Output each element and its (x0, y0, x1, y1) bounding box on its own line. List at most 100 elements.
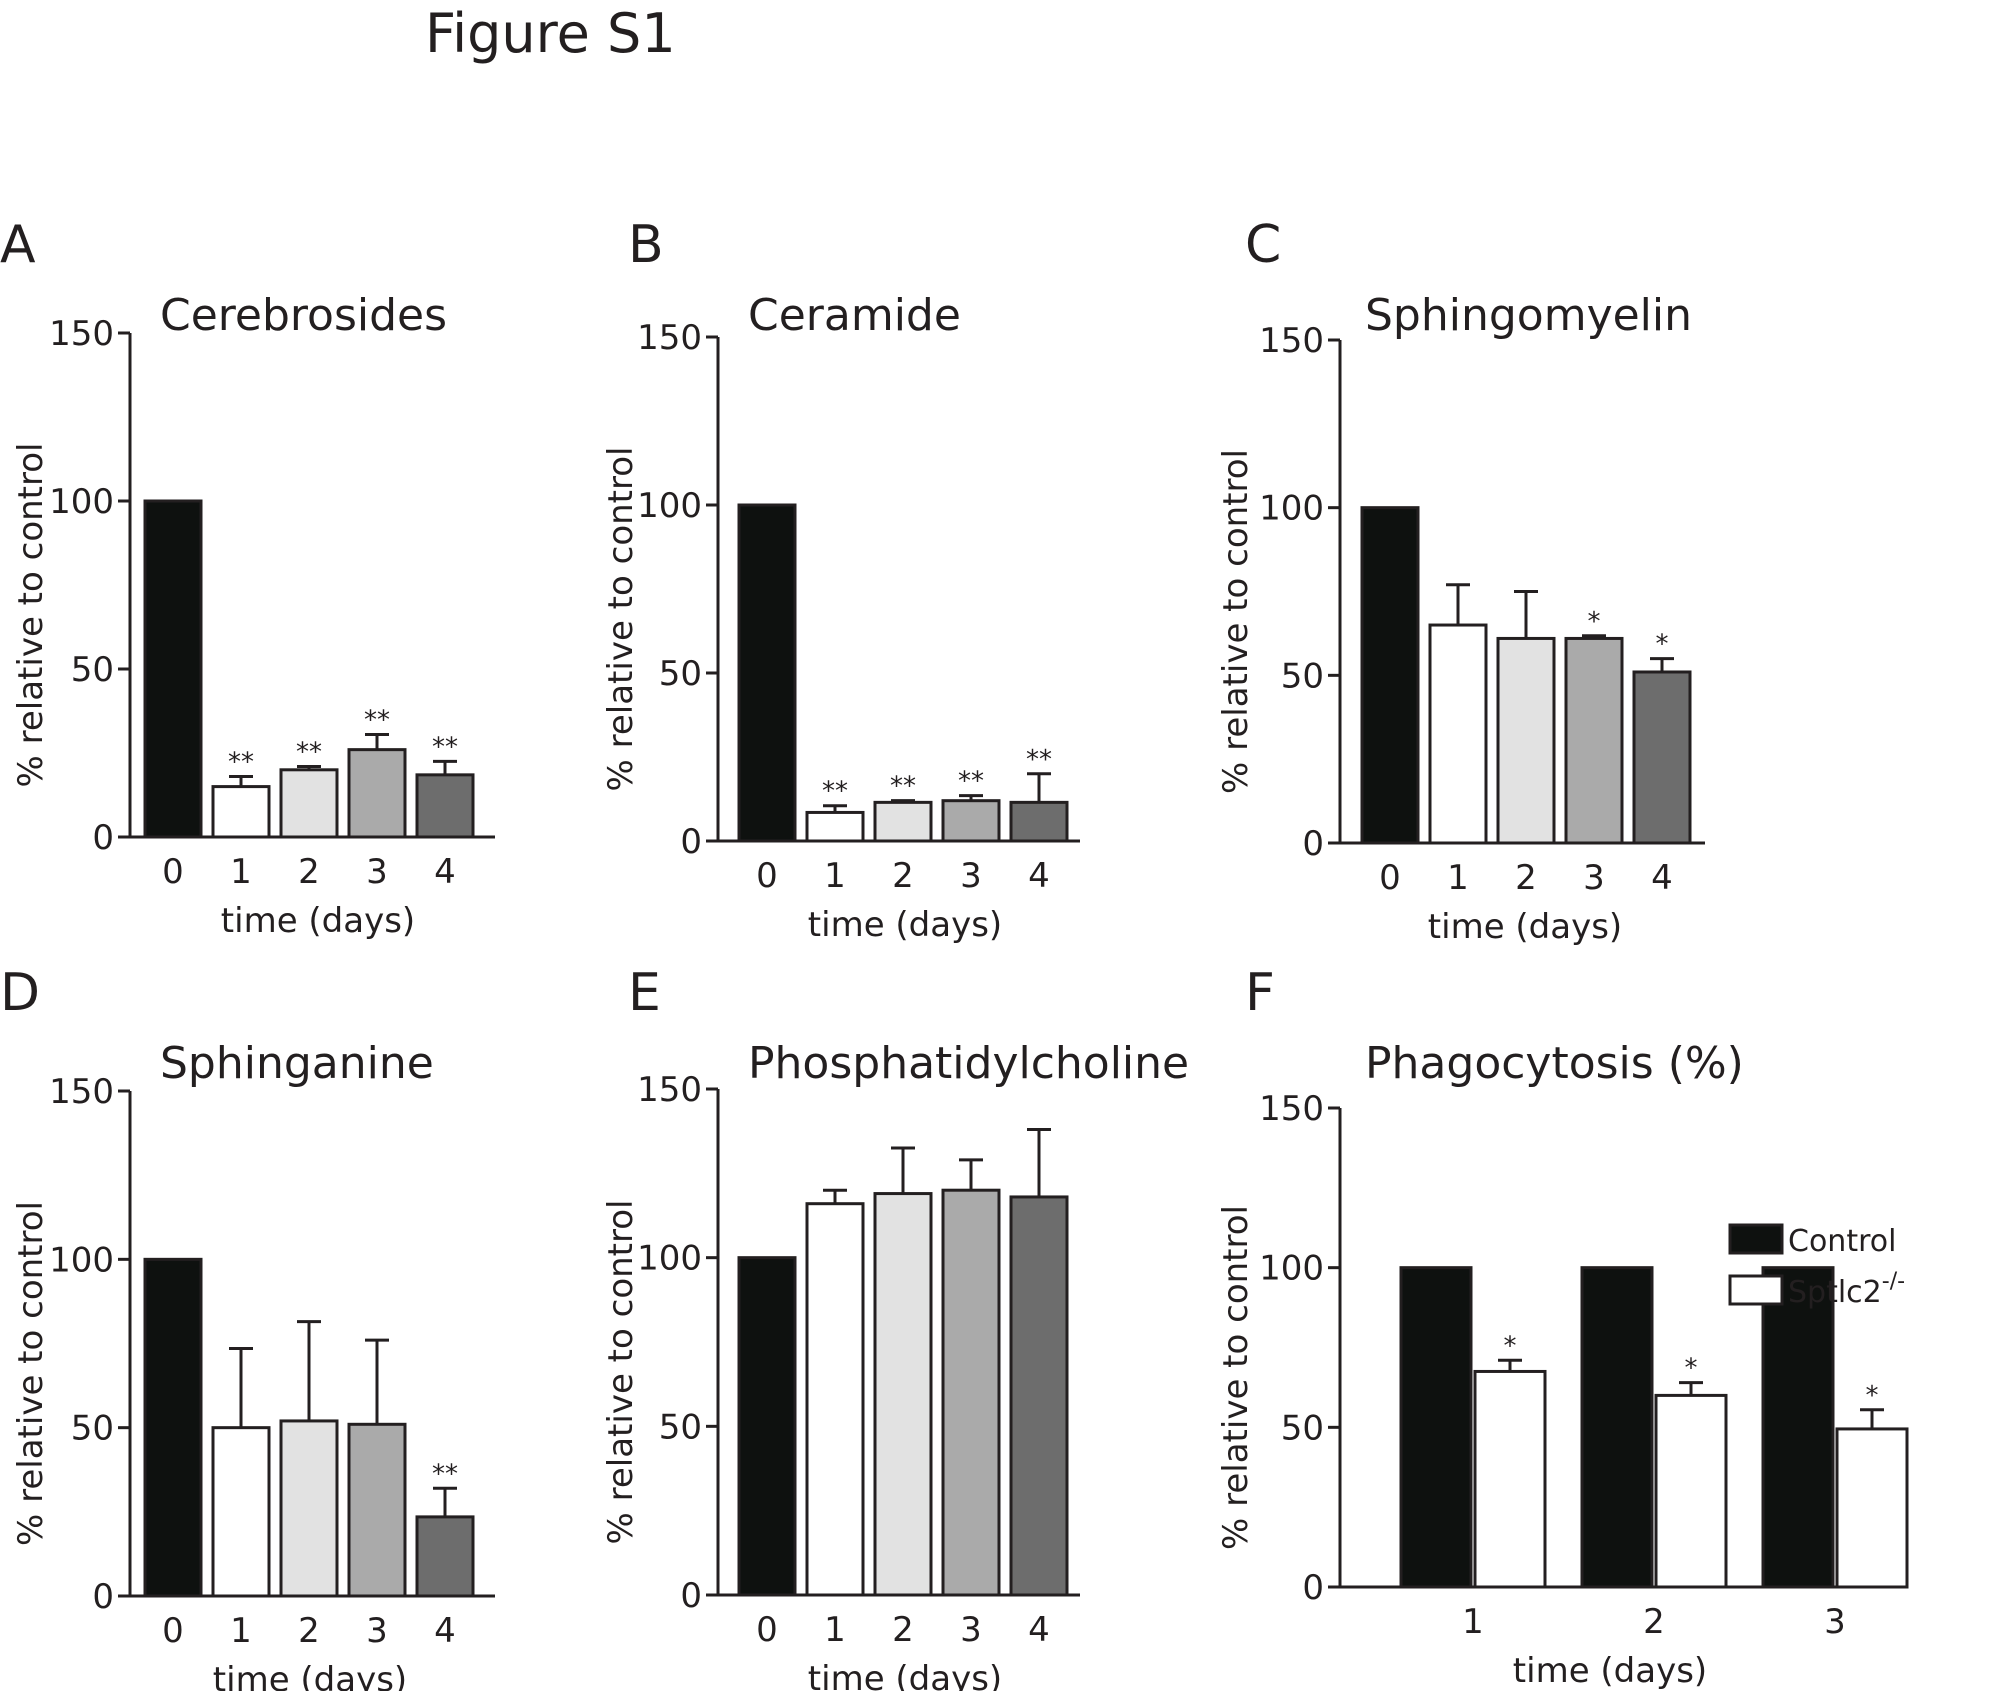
legend: Control Sptlc2-/- (1728, 1223, 1905, 1310)
x-tick-label: 3 (960, 1610, 982, 1650)
significance-label: ** (296, 737, 322, 767)
x-tick-label: 0 (162, 852, 184, 892)
chart-title: Sphingomyelin (1365, 290, 1692, 341)
x-axis-label: time (days) (213, 1660, 407, 1691)
bar-day-3 (1564, 636, 1624, 845)
x-axis-label: time (days) (808, 905, 1002, 945)
y-tick-label: 150 (1259, 1089, 1324, 1129)
bar-day-2 (1496, 636, 1556, 845)
x-tick-label: 4 (1651, 858, 1673, 898)
x-tick-label: 2 (1643, 1602, 1665, 1642)
significance-label: * (1656, 630, 1669, 660)
y-tick-label: 0 (1302, 824, 1324, 864)
y-tick-label: 150 (49, 1072, 114, 1112)
y-tick-label: 50 (71, 650, 114, 690)
panel-letter: E (628, 963, 661, 1023)
panel-letter: C (1245, 215, 1281, 275)
bar-day-0 (737, 1256, 797, 1597)
x-tick-label: 2 (298, 1611, 320, 1651)
bar-day-3 (347, 748, 407, 839)
x-tick-label: 2 (892, 856, 914, 896)
y-tick-label: 100 (1259, 489, 1324, 529)
y-tick-label: 100 (637, 486, 702, 526)
bar-control-day-3 (1761, 1266, 1835, 1589)
y-tick-label: 50 (1281, 656, 1324, 696)
y-tick-label: 100 (49, 482, 114, 522)
bar-day-2 (279, 1419, 339, 1598)
x-tick-label: 1 (824, 1610, 846, 1650)
chart-title: Ceramide (748, 290, 961, 341)
bar-day-2 (279, 768, 339, 839)
chart-title: Phagocytosis (%) (1365, 1038, 1744, 1089)
y-tick-label: 150 (637, 318, 702, 358)
significance-label: * (1504, 1331, 1517, 1361)
significance-label: ** (1026, 745, 1052, 775)
bar-day-3 (347, 1422, 407, 1598)
bar-day-1 (1428, 623, 1488, 845)
bar-day-1 (211, 785, 271, 839)
bar-control-day-1 (1399, 1266, 1473, 1589)
bar-day-2 (873, 1192, 933, 1597)
bar-sptlc2-day-1 (1473, 1369, 1547, 1589)
y-tick-label: 0 (680, 822, 702, 862)
significance-label: ** (432, 1459, 458, 1489)
y-axis-label: % relative to control (1216, 449, 1256, 794)
x-tick-label: 2 (298, 852, 320, 892)
x-tick-label: 1 (1462, 1602, 1484, 1642)
x-tick-label: 4 (434, 1611, 456, 1651)
significance-label: ** (890, 772, 916, 802)
bar-day-4 (1009, 800, 1069, 843)
legend-label-sptlc2: Sptlc2-/- (1788, 1269, 1905, 1310)
significance-label: ** (822, 777, 848, 807)
x-axis-label: time (days) (221, 901, 415, 941)
y-tick-label: 150 (637, 1070, 702, 1110)
chart-panel-d: D Sphinganine 0 50 100 150 % relative to contr… (0, 963, 495, 1691)
y-tick-label: 50 (1281, 1408, 1324, 1448)
y-tick-label: 0 (1302, 1568, 1324, 1608)
bar-day-2 (873, 800, 933, 843)
legend-swatch-sptlc2 (1728, 1274, 1784, 1306)
bar-sptlc2-day-3 (1835, 1427, 1909, 1589)
bar-day-1 (211, 1426, 271, 1598)
chart-panel-b: B Ceramide 0 50 100 150 % relative to control t… (601, 215, 1080, 945)
bar-day-1 (805, 810, 865, 843)
y-tick-label: 150 (1259, 321, 1324, 361)
bar-day-0 (1360, 506, 1420, 845)
x-tick-label: 2 (892, 1610, 914, 1650)
y-axis-label: % relative to control (601, 447, 641, 792)
x-axis-label: time (days) (1513, 1651, 1707, 1691)
x-tick-label: 1 (230, 1611, 252, 1651)
chart-title: Sphinganine (160, 1038, 434, 1089)
x-tick-label: 0 (756, 856, 778, 896)
legend-swatch-control (1728, 1223, 1784, 1255)
y-tick-label: 0 (92, 1577, 114, 1617)
x-tick-label: 0 (1379, 858, 1401, 898)
panel-letter: D (0, 963, 40, 1023)
chart-panel-f: F Phagocytosis (%) 0 50 100 150 % relative to … (1216, 963, 1909, 1691)
bar-day-1 (805, 1202, 865, 1597)
bar-day-3 (941, 1188, 1001, 1597)
significance-label: ** (228, 748, 254, 778)
panel-letter: F (1245, 963, 1275, 1023)
x-tick-label: 1 (1447, 858, 1469, 898)
x-axis-label: time (days) (808, 1659, 1002, 1691)
chart-title: Cerebrosides (160, 290, 447, 341)
x-tick-label: 3 (960, 856, 982, 896)
x-tick-label: 4 (434, 852, 456, 892)
chart-panel-c: C Sphingomyelin 0 50 100 150 % relative to con… (1216, 215, 1705, 947)
figure-title: Figure S1 (425, 2, 676, 65)
y-tick-label: 0 (680, 1576, 702, 1616)
significance-label: * (1866, 1381, 1879, 1411)
bar-day-3 (941, 799, 1001, 843)
y-tick-label: 100 (49, 1240, 114, 1280)
chart-panel-e: E Phosphatidylcholine 0 50 100 150 % relative … (601, 963, 1189, 1691)
x-tick-label: 0 (162, 1611, 184, 1651)
y-axis-label: % relative to control (1216, 1205, 1256, 1550)
y-axis-label: % relative to control (601, 1200, 641, 1545)
x-tick-label: 3 (1583, 858, 1605, 898)
bar-day-0 (143, 499, 203, 839)
y-tick-label: 0 (92, 818, 114, 858)
bar-day-4 (1009, 1195, 1069, 1597)
